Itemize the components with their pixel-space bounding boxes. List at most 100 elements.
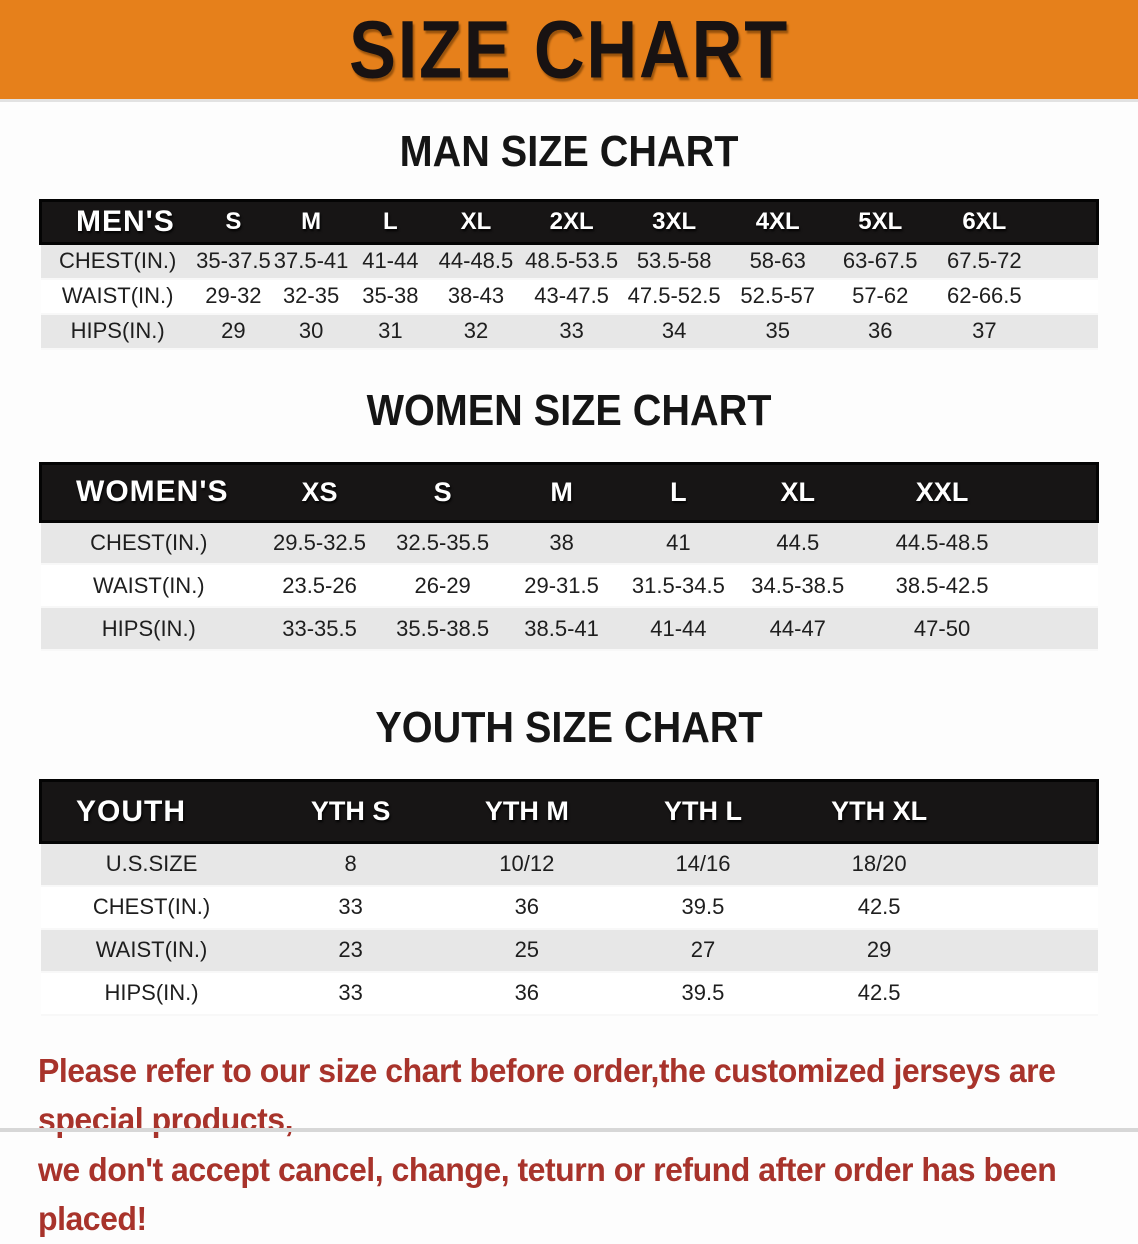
- size-column-header: 3XL: [621, 199, 727, 245]
- size-column-header: YTH L: [614, 779, 792, 844]
- measurement-cell: 32-35: [271, 278, 351, 315]
- measurement-cell: 37: [931, 313, 1038, 350]
- measurement-cell: 23: [262, 928, 439, 973]
- measurement-cell: 27: [614, 928, 792, 973]
- measurement-cell: 33: [521, 313, 622, 350]
- size-column-header: 5XL: [828, 199, 932, 245]
- page-title: SIZE CHART: [349, 3, 789, 95]
- measurement-cell: 32: [430, 313, 522, 350]
- size-column-header: S: [194, 199, 272, 245]
- row-label: WAIST(IN.): [40, 564, 258, 608]
- disclaimer-text: Please refer to our size chart before or…: [38, 1046, 1086, 1244]
- disclaimer-line-2: we don't accept cancel, change, teturn o…: [38, 1150, 1057, 1238]
- men-chart-heading: MAN SIZE CHART: [399, 127, 739, 176]
- measurement-cell: 29: [791, 928, 968, 973]
- measurement-cell: 33-35.5: [257, 607, 382, 651]
- youth-size-table: YOUTH YTH S YTH M YTH L YTH XL U.S.SIZE 8 10/12…: [38, 779, 1100, 1016]
- row-filler-cell: [967, 971, 1098, 1016]
- row-label: HIPS(IN.): [40, 313, 195, 350]
- measurement-cell: 29-31.5: [503, 564, 620, 608]
- measurement-cell: 44-48.5: [430, 243, 522, 280]
- youth-chart-heading: YOUTH SIZE CHART: [375, 703, 763, 752]
- measurement-cell: 33: [262, 885, 439, 930]
- measurement-cell: 38: [503, 521, 620, 565]
- measurement-cell: 26-29: [381, 564, 504, 608]
- table-row: HIPS(IN.) 33 36 39.5 42.5: [40, 971, 1098, 1016]
- table-row: HIPS(IN.) 29 30 31 32 33 34 35 36 37: [40, 313, 1098, 350]
- table-header-row: WOMEN'S XS S M L XL XXL: [39, 461, 1099, 523]
- header-filler-cell: [1025, 461, 1099, 523]
- measurement-cell: 34.5-38.5: [737, 564, 859, 608]
- measurement-cell: 23.5-26: [257, 564, 382, 608]
- measurement-cell: 25: [438, 928, 615, 973]
- measurement-cell: 32.5-35.5: [381, 521, 504, 565]
- row-label: CHEST(IN.): [40, 885, 263, 930]
- measurement-cell: 63-67.5: [828, 243, 932, 280]
- row-filler-cell: [1025, 521, 1098, 565]
- measurement-cell: 29-32: [194, 278, 272, 315]
- measurement-cell: 42.5: [791, 971, 968, 1016]
- measurement-cell: 44.5-48.5: [858, 521, 1026, 565]
- header-filler-cell: [967, 779, 1100, 844]
- size-column-header: YTH XL: [791, 779, 968, 844]
- measurement-cell: 18/20: [791, 842, 968, 887]
- measurement-cell: 14/16: [614, 842, 792, 887]
- measurement-cell: 41-44: [350, 243, 431, 280]
- measurement-cell: 47-50: [858, 607, 1026, 651]
- header-filler-cell: [1037, 199, 1100, 245]
- measurement-cell: 35-38: [350, 278, 431, 315]
- row-label: CHEST(IN.): [40, 521, 258, 565]
- size-column-header: XXL: [858, 461, 1026, 523]
- measurement-cell: 10/12: [438, 842, 615, 887]
- measurement-cell: 37.5-41: [271, 243, 351, 280]
- table-row: U.S.SIZE 8 10/12 14/16 18/20: [40, 842, 1098, 887]
- size-column-header: 6XL: [931, 199, 1038, 245]
- measurement-cell: 67.5-72: [931, 243, 1038, 280]
- measurement-cell: 42.5: [791, 885, 968, 930]
- measurement-cell: 35.5-38.5: [381, 607, 504, 651]
- measurement-cell: 53.5-58: [621, 243, 727, 280]
- table-header-row: MEN'S S M L XL 2XL 3XL 4XL 5XL 6XL: [38, 199, 1100, 245]
- row-filler-cell: [967, 928, 1098, 973]
- disclaimer-line-1: Please refer to our size chart before or…: [38, 1051, 1056, 1139]
- measurement-cell: 38.5-42.5: [858, 564, 1026, 608]
- men-size-table: MEN'S S M L XL 2XL 3XL 4XL 5XL 6XL CHEST(IN.) 35-37…: [38, 199, 1100, 350]
- size-column-header: XL: [737, 461, 859, 523]
- measurement-cell: 38-43: [430, 278, 522, 315]
- measurement-cell: 33: [262, 971, 439, 1016]
- row-filler-cell: [967, 885, 1098, 930]
- measurement-cell: 62-66.5: [931, 278, 1038, 315]
- measurement-cell: 39.5: [614, 971, 792, 1016]
- table-label-header: YOUTH: [38, 779, 263, 844]
- row-label: WAIST(IN.): [40, 928, 263, 973]
- measurement-cell: 41: [619, 521, 738, 565]
- row-label: U.S.SIZE: [40, 842, 263, 887]
- row-filler-cell: [1025, 564, 1098, 608]
- row-filler-cell: [1025, 607, 1098, 651]
- size-column-header: XL: [430, 199, 522, 245]
- table-header-row: YOUTH YTH S YTH M YTH L YTH XL: [38, 779, 1100, 844]
- measurement-cell: 31.5-34.5: [619, 564, 738, 608]
- bottom-edge-divider: [0, 1128, 1138, 1132]
- measurement-cell: 36: [438, 971, 615, 1016]
- measurement-cell: 52.5-57: [726, 278, 829, 315]
- measurement-cell: 35: [726, 313, 829, 350]
- table-row: HIPS(IN.) 33-35.5 35.5-38.5 38.5-41 41-44 44-…: [40, 607, 1098, 651]
- size-column-header: 2XL: [521, 199, 622, 245]
- measurement-cell: 41-44: [619, 607, 738, 651]
- measurement-cell: 58-63: [726, 243, 829, 280]
- size-column-header: M: [271, 199, 351, 245]
- size-column-header: M: [503, 461, 620, 523]
- size-column-header: YTH S: [262, 779, 439, 844]
- row-label: CHEST(IN.): [40, 243, 195, 280]
- measurement-cell: 35-37.5: [194, 243, 272, 280]
- measurement-cell: 48.5-53.5: [521, 243, 622, 280]
- size-column-header: L: [619, 461, 738, 523]
- table-row: CHEST(IN.) 33 36 39.5 42.5: [40, 885, 1098, 930]
- table-label-header: WOMEN'S: [39, 461, 258, 523]
- measurement-cell: 36: [438, 885, 615, 930]
- row-filler-cell: [1037, 278, 1098, 315]
- measurement-cell: 43-47.5: [521, 278, 622, 315]
- measurement-cell: 29: [194, 313, 272, 350]
- women-size-table: WOMEN'S XS S M L XL XXL CHEST(IN.) 29.5-32.5 32.5…: [39, 461, 1099, 651]
